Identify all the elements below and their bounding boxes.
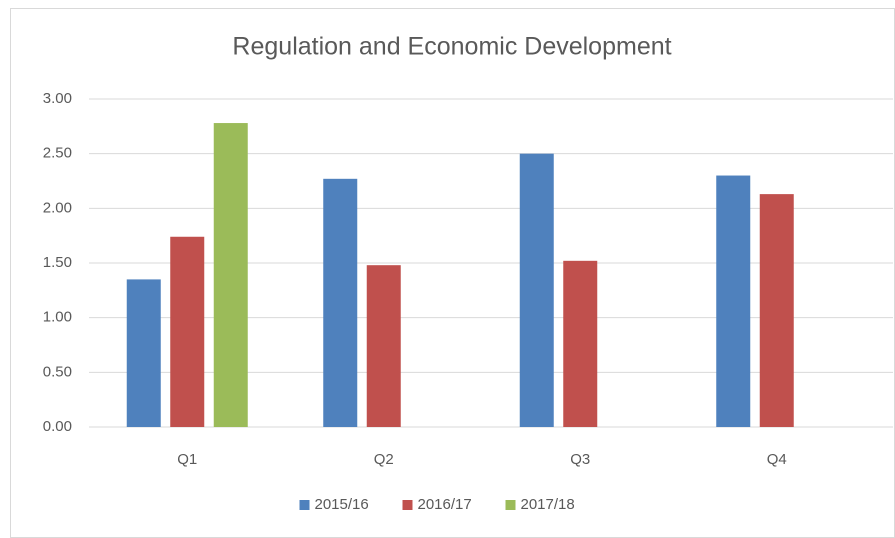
x-tick-label: Q2 — [374, 451, 394, 468]
y-tick-label: 1.00 — [43, 309, 72, 326]
y-tick-label: 3.00 — [43, 90, 72, 107]
bar — [366, 265, 401, 427]
chart-title: Regulation and Economic Development — [232, 33, 671, 61]
x-tick-label: Q1 — [177, 451, 197, 468]
legend-label: 2017/18 — [521, 496, 575, 513]
legend-swatch — [299, 500, 310, 510]
legend-swatch — [402, 500, 413, 510]
bar — [126, 279, 161, 427]
x-tick-label: Q3 — [570, 451, 590, 468]
bar — [213, 123, 248, 427]
legend-label: 2016/17 — [418, 496, 472, 513]
legend-label: 2015/16 — [315, 496, 369, 513]
bar — [170, 236, 205, 427]
x-tick-label: Q4 — [767, 451, 787, 468]
y-tick-label: 0.00 — [43, 418, 72, 435]
y-tick-label: 0.50 — [43, 363, 72, 380]
bar — [759, 194, 794, 427]
legend-swatch — [505, 500, 516, 510]
bar — [323, 178, 358, 427]
y-tick-label: 2.50 — [43, 145, 72, 162]
bar — [563, 260, 598, 427]
bar — [519, 153, 554, 427]
y-tick-label: 2.00 — [43, 199, 72, 216]
y-tick-label: 1.50 — [43, 254, 72, 271]
bar — [716, 175, 751, 427]
